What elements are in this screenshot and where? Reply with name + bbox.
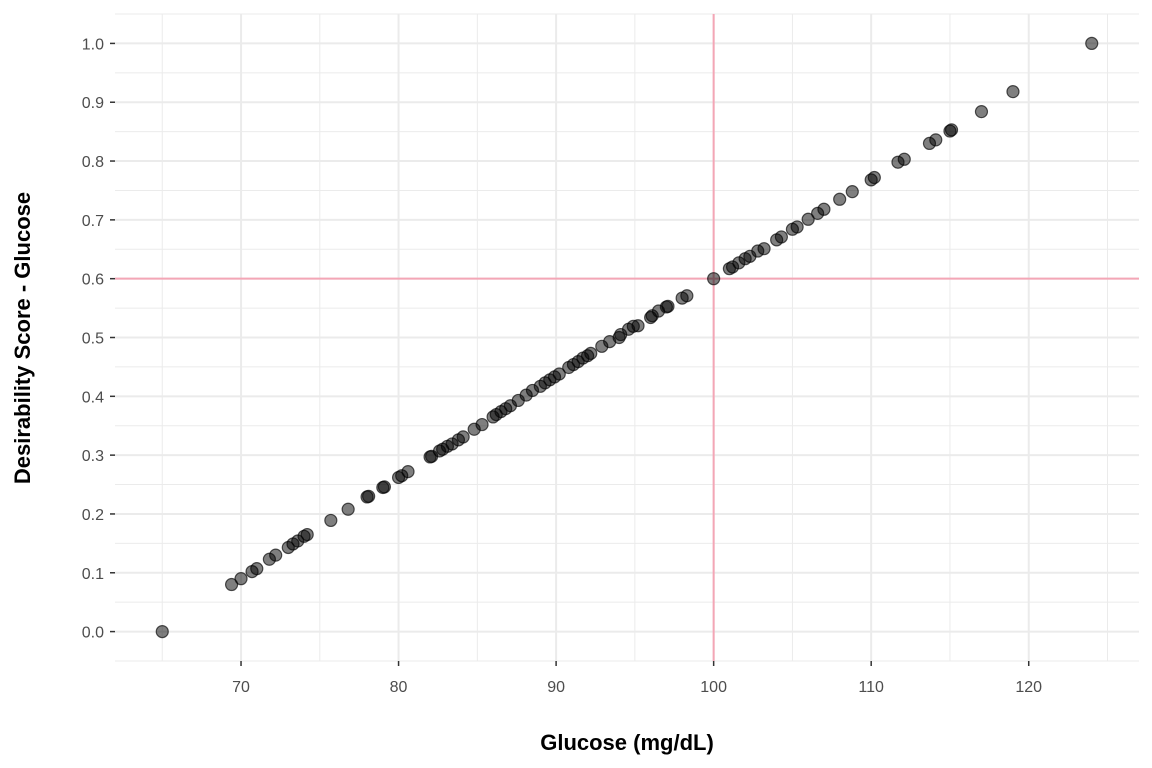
y-tick-label: 0.3 bbox=[82, 448, 104, 465]
y-axis: 0.0 0.1 0.2 0.3 0.4 0.5 0.6 0.7 0.8 0.9 1.0 bbox=[82, 36, 115, 642]
data-point bbox=[552, 367, 566, 381]
data-point bbox=[817, 202, 831, 216]
minor-gridlines bbox=[115, 13, 1139, 662]
x-tick-label: 70 bbox=[232, 679, 250, 696]
x-axis-title: Glucose (mg/dL) bbox=[540, 730, 714, 755]
x-tick-label: 120 bbox=[1015, 679, 1042, 696]
data-point bbox=[269, 548, 283, 562]
data-point bbox=[456, 430, 470, 444]
data-point bbox=[362, 489, 376, 503]
x-tick-label: 100 bbox=[700, 679, 727, 696]
data-point bbox=[475, 417, 489, 432]
y-tick-label: 0.5 bbox=[82, 331, 104, 348]
data-point bbox=[341, 502, 355, 516]
data-point bbox=[790, 220, 804, 234]
data-point bbox=[401, 465, 415, 479]
y-tick-label: 0.6 bbox=[82, 272, 104, 289]
data-point bbox=[377, 480, 391, 494]
y-tick-label: 0.8 bbox=[82, 154, 104, 171]
data-point bbox=[845, 185, 859, 199]
data-point bbox=[974, 105, 989, 119]
data-point bbox=[631, 319, 645, 333]
y-tick-label: 0.1 bbox=[82, 566, 104, 583]
x-tick-label: 80 bbox=[390, 679, 408, 696]
data-point bbox=[250, 562, 264, 576]
data-point bbox=[584, 346, 598, 360]
data-point bbox=[774, 230, 788, 244]
data-point bbox=[1085, 36, 1099, 51]
x-tick-label: 110 bbox=[858, 679, 884, 696]
data-point bbox=[324, 513, 338, 528]
x-axis: 70 80 90 100 110 120 bbox=[232, 661, 1042, 696]
reference-lines bbox=[115, 14, 1139, 661]
data-point bbox=[680, 289, 694, 303]
x-tick-label: 90 bbox=[547, 679, 565, 696]
data-point bbox=[1006, 85, 1020, 99]
data-point bbox=[757, 242, 771, 256]
y-tick-label: 0.7 bbox=[82, 213, 104, 230]
y-tick-label: 0.4 bbox=[82, 389, 104, 406]
data-point bbox=[661, 299, 675, 313]
data-points bbox=[155, 36, 1099, 639]
data-point bbox=[801, 212, 815, 226]
data-point bbox=[707, 272, 721, 286]
data-point bbox=[234, 572, 248, 586]
y-tick-label: 0.9 bbox=[82, 95, 104, 112]
y-tick-label: 0.2 bbox=[82, 507, 104, 524]
data-point bbox=[300, 527, 314, 542]
data-point bbox=[929, 133, 943, 147]
y-axis-title: Desirability Score - Glucose bbox=[10, 192, 35, 484]
data-point bbox=[833, 192, 847, 206]
data-point bbox=[867, 170, 881, 185]
data-point bbox=[155, 624, 169, 639]
y-tick-label: 1.0 bbox=[82, 36, 104, 53]
data-point bbox=[897, 152, 911, 166]
data-point bbox=[944, 123, 959, 137]
y-tick-label: 0.0 bbox=[82, 625, 104, 642]
data-point bbox=[224, 577, 239, 592]
